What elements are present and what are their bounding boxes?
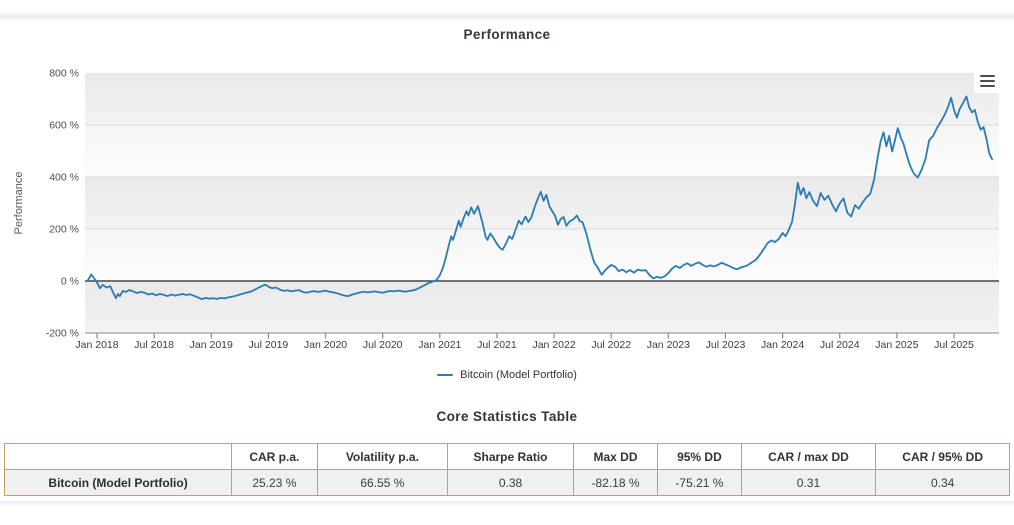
x-tick-label: Jul 2023 xyxy=(706,339,746,351)
y-tick-label: 600 % xyxy=(49,120,79,132)
chart-title: Performance xyxy=(463,27,551,42)
col-header-empty xyxy=(3,443,233,470)
row-name-cell: Bitcoin (Model Portfolio) xyxy=(3,469,233,496)
x-tick-label: Jan 2020 xyxy=(304,339,347,351)
maxdd-value: -82.18 % xyxy=(572,469,659,496)
plot-band xyxy=(85,125,999,177)
x-tick-label: Jul 2018 xyxy=(134,339,174,351)
col-header-95dd: 95% DD xyxy=(657,443,742,470)
col-header-sharpe: Sharpe Ratio xyxy=(447,443,574,470)
y-tick-label: 0 % xyxy=(61,276,79,288)
x-tick-label: Jul 2021 xyxy=(477,339,517,351)
performance-chart: Jan 2018 Jul 2018 Jan 2019 Jul 2019 Jan 2020… xyxy=(13,68,999,351)
x-tick-label: Jan 2022 xyxy=(532,339,575,351)
col-header-car: CAR p.a. xyxy=(231,443,318,470)
series-line xyxy=(86,95,993,301)
stats-table-title: Core Statistics Table xyxy=(436,409,578,424)
plot-band xyxy=(85,177,999,229)
col-header-car-95dd: CAR / 95% DD xyxy=(875,443,1010,470)
sharpe-value: 0.38 xyxy=(447,469,574,496)
x-tick-label: Jan 2019 xyxy=(190,339,233,351)
table-header-row: CAR p.a. Volatility p.a. Sharpe Ratio Ma… xyxy=(3,443,1010,470)
col-header-volatility: Volatility p.a. xyxy=(316,443,449,470)
x-tick-label: Jan 2025 xyxy=(875,339,918,351)
x-tick-label: Jan 2018 xyxy=(75,339,118,351)
bottom-divider-shadow xyxy=(0,501,1014,508)
volatility-value: 66.55 % xyxy=(316,469,449,496)
col-header-maxdd: Max DD xyxy=(572,443,659,470)
y-tick-label: 200 % xyxy=(49,224,79,236)
hamburger-icon xyxy=(979,84,995,88)
y-tick-label: 400 % xyxy=(49,172,79,184)
hamburger-icon xyxy=(979,74,995,78)
x-tick-label: Jul 2024 xyxy=(820,339,860,351)
car-95dd-value: 0.34 xyxy=(875,469,1010,496)
x-tick-label: Jul 2020 xyxy=(363,339,403,351)
top-divider-shadow xyxy=(0,12,1014,20)
plot-band xyxy=(85,281,999,333)
col-header-car-maxdd: CAR / max DD xyxy=(740,443,877,470)
chart-export-menu-button[interactable] xyxy=(974,69,1000,93)
plot-band xyxy=(85,73,999,125)
legend-line-swatch xyxy=(437,373,454,377)
car-maxdd-value: 0.31 xyxy=(740,469,877,496)
x-tick-label: Jan 2023 xyxy=(647,339,690,351)
x-tick-label: Jan 2024 xyxy=(761,339,804,351)
car-value: 25.23 % xyxy=(231,469,318,496)
x-tick-label: Jul 2025 xyxy=(934,339,974,351)
y-tick-label: -200 % xyxy=(46,328,79,340)
y-tick-label: 800 % xyxy=(49,68,79,80)
y-axis-title: Performance xyxy=(13,172,25,235)
legend-label: Bitcoin (Model Portfolio) xyxy=(460,369,577,381)
table-row: Bitcoin (Model Portfolio) 25.23 % 66.55 … xyxy=(3,469,1010,496)
95dd-value: -75.21 % xyxy=(657,469,742,496)
core-statistics-table: CAR p.a. Volatility p.a. Sharpe Ratio Ma… xyxy=(3,443,1010,496)
x-tick-label: Jul 2019 xyxy=(249,339,289,351)
x-tick-label: Jul 2022 xyxy=(591,339,631,351)
x-tick-label: Jan 2021 xyxy=(418,339,461,351)
chart-legend[interactable]: Bitcoin (Model Portfolio) xyxy=(0,369,1014,381)
plot-band xyxy=(85,229,999,281)
hamburger-icon xyxy=(979,79,995,83)
